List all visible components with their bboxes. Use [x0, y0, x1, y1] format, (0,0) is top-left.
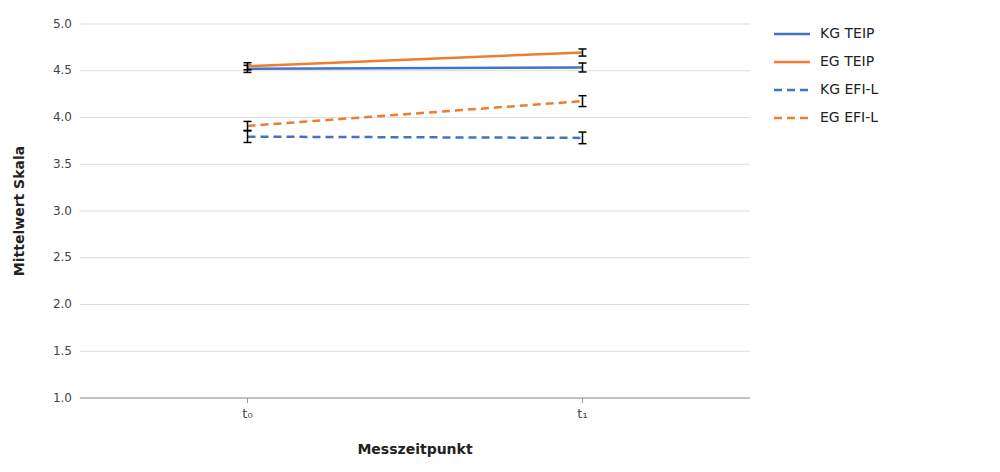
error-bar-stem [247, 63, 249, 70]
series [244, 131, 587, 144]
grid-line [80, 398, 750, 399]
error-bar-cap [579, 143, 587, 145]
error-bar [579, 96, 587, 107]
error-bar-cap [244, 121, 252, 123]
error-bar [244, 131, 252, 143]
y-tick-label: 3.5 [53, 157, 72, 171]
x-axis-line [80, 398, 750, 399]
grid-line [80, 24, 750, 25]
y-tick-label: 4.5 [53, 63, 72, 77]
error-bar-cap [579, 62, 587, 64]
y-axis-label: Mittelwert Skala [11, 146, 27, 276]
x-tick [247, 398, 248, 403]
legend-label: EG TEIP [820, 53, 874, 69]
grid-line [80, 351, 750, 352]
legend-swatch [774, 89, 810, 92]
grid [80, 24, 750, 398]
grid-line [80, 70, 750, 71]
error-bar-cap [244, 72, 252, 74]
error-bar-cap [579, 106, 587, 108]
plot-area [244, 49, 587, 144]
legend-label: EG EFI-L [820, 109, 878, 125]
error-bar-cap [579, 48, 587, 50]
error-bar-cap [579, 71, 587, 73]
error-bar-stem [582, 49, 584, 56]
error-bar-cap [244, 62, 252, 64]
x-tick [582, 398, 583, 403]
error-bar [579, 63, 587, 72]
y-tick-label: 4.0 [53, 110, 72, 124]
error-bar-stem [582, 63, 584, 72]
error-bar [244, 63, 252, 70]
error-bar-cap [579, 131, 587, 133]
grid-line [80, 257, 750, 258]
error-bar-cap [244, 142, 252, 144]
grid-line [80, 117, 750, 118]
y-tick-label: 2.0 [53, 297, 72, 311]
x-tick-label: t₁ [577, 406, 587, 421]
legend-swatch [774, 33, 810, 36]
error-bar [244, 121, 252, 130]
legend-label: KG EFI-L [820, 81, 879, 97]
error-bar-cap [244, 69, 252, 71]
y-tick-label: 5.0 [53, 17, 72, 31]
error-bar-stem [582, 132, 584, 144]
error-bar-cap [244, 130, 252, 132]
error-bar-cap [244, 130, 252, 132]
series-line [248, 53, 583, 67]
y-tick-label: 1.5 [53, 344, 72, 358]
error-bar-stem [247, 121, 249, 130]
y-tick-label: 3.0 [53, 204, 72, 218]
series-line [248, 101, 583, 126]
error-bar-cap [579, 95, 587, 97]
legend-swatch [774, 117, 810, 120]
legend-label: KG TEIP [820, 25, 874, 41]
error-bar-stem [247, 131, 249, 143]
chart: 1.0 1.5 2.0 2.5 3.0 3.5 4.0 4.5 5.0 t₀ t₁ Messzeitp… [0, 0, 1000, 472]
series-line [248, 67, 583, 68]
error-bar [579, 49, 587, 56]
error-bar-cap [579, 55, 587, 57]
series [244, 49, 587, 70]
error-bar-stem [582, 96, 584, 107]
grid-line [80, 211, 750, 212]
x-tick-label: t₀ [242, 406, 252, 421]
series-line [248, 137, 583, 138]
chart-container: 1.0 1.5 2.0 2.5 3.0 3.5 4.0 4.5 5.0 t₀ t₁ Messzeitp… [0, 0, 1000, 472]
legend-swatch [774, 61, 810, 64]
error-bar [579, 132, 587, 144]
series [244, 96, 587, 131]
y-tick-label: 1.0 [53, 391, 72, 405]
grid-line [80, 304, 750, 305]
grid-line [80, 164, 750, 165]
x-axis-label: Messzeitpunkt [357, 441, 472, 457]
y-tick-label: 2.5 [53, 250, 72, 264]
legend: KG TEIP EG TEIP KG EFI-L EG EFI-L [774, 25, 879, 125]
